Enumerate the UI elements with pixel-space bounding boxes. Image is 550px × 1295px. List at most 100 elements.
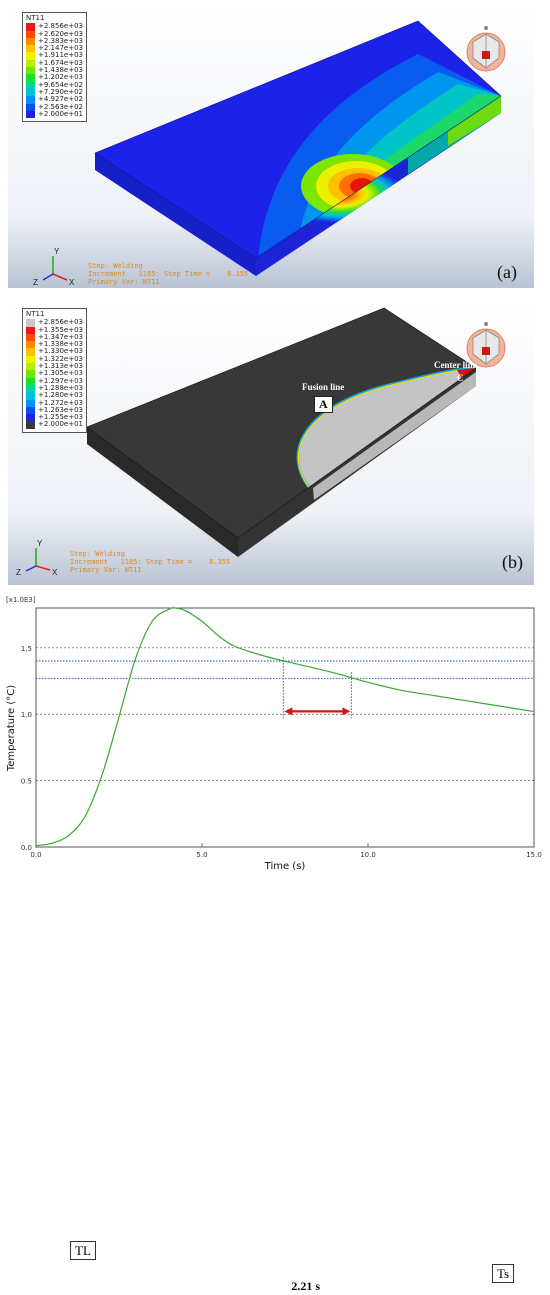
interval-label: 2.21 s xyxy=(291,1279,320,1294)
point-a-label: A xyxy=(314,396,333,413)
legend-swatch xyxy=(26,333,35,342)
step-info-b: Step: Welding Increment 1185: Step Time =… xyxy=(70,550,230,574)
legend-value: +2.000e+01 xyxy=(38,109,83,118)
series-group xyxy=(35,607,535,847)
legend-value: +1.202e+03 xyxy=(38,73,83,82)
y-axis-label: Temperature (°C) xyxy=(6,685,17,772)
legend-swatch xyxy=(26,96,35,104)
legend-value: +1.255e+03 xyxy=(38,413,83,422)
x-tick-label: 15.0 xyxy=(526,851,542,859)
legend-swatch xyxy=(26,326,35,334)
legend-value: +1.313e+03 xyxy=(38,362,83,371)
legend-title: NT11 xyxy=(26,14,45,22)
legend-row: +1.330e+03 xyxy=(26,347,83,356)
legend-value: +1.330e+03 xyxy=(38,347,83,356)
legend-swatch xyxy=(26,67,35,75)
legend-swatch xyxy=(26,377,35,385)
legend-value: +2.383e+03 xyxy=(38,36,83,45)
legend-swatch xyxy=(26,110,35,119)
legend-row: +1.911e+03 xyxy=(26,52,83,60)
axis-z-label: Z xyxy=(16,568,21,577)
plate-left-face xyxy=(87,427,238,557)
contour-legend-a: NT11 +2.856e+03 +2.620e+03 +2.383e+03 +2.14… xyxy=(22,12,87,123)
tick-labels: 0.0 0.5 1.0 1.5 0.0 5.0 10.0 15.0 xyxy=(21,645,542,859)
legend-swatch xyxy=(26,74,35,82)
increment-line: Increment 1185: Step Time = 8.355 xyxy=(70,558,231,566)
primary-var-line: Primary Var: NT11 xyxy=(88,278,160,286)
plate-top-face xyxy=(87,308,476,538)
legend-value: +1.280e+03 xyxy=(38,391,83,400)
legend-swatch xyxy=(26,103,35,111)
scale-label: [x1.0E3] xyxy=(6,596,36,604)
legend-row: +1.313e+03 xyxy=(26,362,83,371)
viewport-b: Y X Z xyxy=(8,300,534,585)
tl-label: TL xyxy=(70,1241,96,1261)
legend-swatch xyxy=(26,81,35,89)
legend-value: +1.272e+03 xyxy=(38,398,83,407)
panel-b-fusion-zone: Y X Z NT11 +2.856e+03 +1.355e+03 +1.347e+0… xyxy=(8,300,534,585)
interval-marker xyxy=(282,657,352,719)
legend-value: +1.355e+03 xyxy=(38,325,83,334)
legend-value: +4.927e+02 xyxy=(38,95,83,104)
primary-var-line: Primary Var: NT11 xyxy=(70,566,142,574)
legend-value: +7.290e+02 xyxy=(38,87,83,96)
legend-value: +1.297e+03 xyxy=(38,376,83,385)
legend-swatch xyxy=(26,348,35,356)
step-info-a: Step: Welding Increment 1185: Step Time =… xyxy=(88,262,248,286)
legend-row: +1.263e+03 xyxy=(26,406,83,415)
legend-swatch xyxy=(26,355,35,364)
temperature-history-chart: 0.0 0.5 1.0 1.5 0.0 5.0 10.0 15.0 [x1.0E3] Time… xyxy=(0,590,550,1293)
legend-row: +2.856e+03 xyxy=(26,318,83,327)
legend-value: +2.856e+03 xyxy=(38,22,83,31)
contour-legend-b: NT11 +2.856e+03 +1.355e+03 +1.347e+03 +1.33… xyxy=(22,308,87,433)
legend-row: +1.355e+03 xyxy=(26,325,83,334)
x-tick-label: 10.0 xyxy=(360,851,376,859)
legend-value: +2.000e+01 xyxy=(38,420,83,429)
plate-left-face xyxy=(95,153,256,276)
x-axis-label: Time (s) xyxy=(264,861,306,872)
legend-row: +1.322e+03 xyxy=(26,354,83,364)
axis-x-label: X xyxy=(69,278,75,287)
legend-title: NT11 xyxy=(26,310,45,318)
legend-value: +1.347e+03 xyxy=(38,332,83,341)
legend-rows: +2.856e+03 +1.355e+03 +1.347e+03 +1.338e+03… xyxy=(26,318,83,429)
legend-row: +2.563e+02 xyxy=(26,102,83,111)
legend-value: +1.322e+03 xyxy=(38,354,83,363)
y-tick-label: 0.5 xyxy=(21,778,32,786)
legend-row: +2.147e+03 xyxy=(26,44,83,53)
view-cube-icon[interactable] xyxy=(466,322,506,368)
legend-row: +1.202e+03 xyxy=(26,73,83,82)
axis-z-label: Z xyxy=(33,278,38,287)
legend-row: +2.620e+03 xyxy=(26,30,83,38)
increment-line: Increment 1185: Step Time = 8.355 xyxy=(88,270,249,278)
legend-value: +1.438e+03 xyxy=(38,66,83,75)
legend-row: +4.927e+02 xyxy=(26,95,83,104)
x-tick-label: 5.0 xyxy=(196,851,207,859)
y-tick-label: 1.0 xyxy=(21,711,32,719)
axes-triad-icon: Y X Z xyxy=(16,539,58,577)
axis-x-label: X xyxy=(52,568,58,577)
legend-swatch xyxy=(26,23,35,31)
legend-row: +2.000e+01 xyxy=(26,109,83,119)
point-c-label: C xyxy=(457,373,464,383)
legend-row: +1.297e+03 xyxy=(26,376,83,385)
view-cube-icon[interactable] xyxy=(466,26,506,72)
step-line: Step: Welding xyxy=(88,262,143,270)
y-tick-label: 1.5 xyxy=(21,645,32,653)
legend-swatch xyxy=(26,370,35,378)
legend-swatch xyxy=(26,406,35,415)
center-line-label: Center line xyxy=(434,360,477,370)
legend-row: +7.290e+02 xyxy=(26,87,83,97)
legend-row: +2.000e+01 xyxy=(26,420,83,429)
legend-value: +2.563e+02 xyxy=(38,102,83,111)
legend-value: +1.305e+03 xyxy=(38,369,83,378)
legend-row: +1.674e+03 xyxy=(26,59,83,68)
y-tick-label: 0.0 xyxy=(21,844,32,852)
legend-value: +2.856e+03 xyxy=(38,318,83,327)
viewport-a: Y X Z xyxy=(8,4,534,288)
panel-b-label: (b) xyxy=(502,552,523,572)
gridlines xyxy=(35,647,535,847)
axis-y-label: Y xyxy=(54,247,60,256)
legend-row: +1.272e+03 xyxy=(26,398,83,407)
legend-row: +1.338e+03 xyxy=(26,340,83,349)
